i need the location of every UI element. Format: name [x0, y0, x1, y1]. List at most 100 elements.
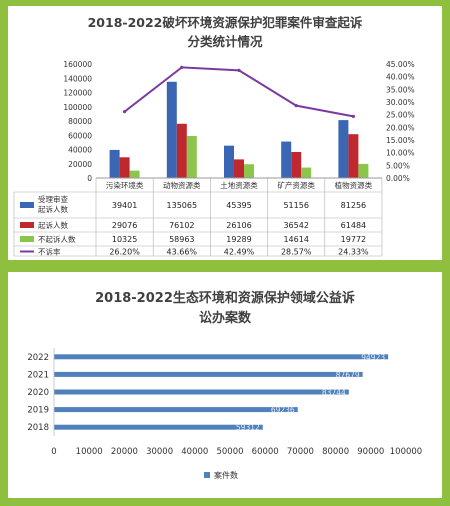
rate-point-1	[180, 65, 184, 69]
category-label: 矿产资源类	[277, 180, 315, 190]
y2-tick-label: 15.00%	[386, 136, 415, 145]
bar2-3	[54, 371, 363, 377]
bar2-2	[54, 389, 349, 395]
chart-subtitle: 分类统计情况	[187, 34, 263, 49]
bar-0-4	[338, 120, 349, 178]
y-tick-label: 120000	[63, 89, 92, 98]
year-label: 2019	[27, 406, 49, 416]
year-label: 2018	[27, 423, 49, 433]
y-tick-label: 20000	[68, 160, 92, 169]
table-cell: 14614	[283, 235, 308, 244]
bar-1-3	[291, 151, 302, 178]
table-cell: 76102	[169, 221, 194, 230]
bar2-value-label: 59312	[236, 423, 260, 432]
y2-tick-label: 0.00%	[386, 174, 410, 183]
y-tick-label: 40000	[68, 146, 92, 155]
table-cell: 36542	[283, 221, 308, 230]
category-label: 动物资源类	[163, 180, 201, 190]
year-label: 2022	[27, 353, 49, 363]
bar-1-1	[176, 123, 187, 178]
y-tick-label: 0	[87, 174, 92, 183]
bar2-1	[54, 407, 298, 413]
table-cell: 19289	[226, 235, 251, 244]
y2-tick-label: 5.00%	[386, 161, 410, 170]
legend-label-accepted-2: 起诉人数	[38, 204, 68, 214]
x-tick-label: 80000	[322, 447, 349, 457]
rate-line	[123, 66, 354, 118]
table-cell: 29076	[112, 221, 137, 230]
table-cell: 43.66%	[167, 248, 198, 257]
chart2-subtitle: 讼办案数	[199, 310, 252, 326]
x-tick-label: 70000	[287, 447, 314, 457]
y2-tick-label: 45.00%	[386, 60, 415, 69]
x-tick-label: 100000	[390, 447, 422, 457]
x-tick-label: 50000	[216, 447, 243, 457]
table-cell: 26106	[226, 221, 251, 230]
bar-2-0	[129, 170, 140, 178]
x-tick-label: 30000	[146, 447, 173, 457]
y2-tick-label: 40.00%	[386, 73, 415, 82]
rate-point-0	[123, 110, 127, 114]
y-tick-label: 140000	[63, 74, 92, 83]
y2-tick-label: 25.00%	[386, 111, 415, 120]
table-cell: 28.57%	[281, 248, 312, 257]
table-cell: 26.20%	[109, 248, 140, 257]
table-cell: 45395	[226, 201, 251, 210]
y-tick-label: 60000	[68, 131, 92, 140]
y-tick-label: 100000	[63, 103, 92, 112]
bar-1-0	[119, 157, 130, 178]
bar-2-1	[186, 135, 197, 178]
year-label: 2020	[27, 388, 49, 398]
x-tick-label: 90000	[357, 447, 384, 457]
table-cell: 39401	[112, 201, 137, 210]
rate-point-3	[294, 104, 298, 108]
table-cell: 42.49%	[224, 248, 255, 257]
bar-0-2	[224, 145, 234, 178]
year-label: 2021	[27, 370, 49, 380]
bar-0-1	[166, 81, 177, 178]
y2-tick-label: 20.00%	[386, 123, 415, 132]
x-tick-label: 0	[51, 447, 56, 457]
y-tick-label: 80000	[68, 117, 92, 126]
legend-label-not-prosecuted: 不起诉人数	[38, 234, 76, 244]
legend2-label: 案件数	[214, 470, 238, 480]
table-cell: 61484	[341, 221, 366, 230]
legend-key-1	[20, 222, 34, 228]
y2-tick-label: 10.00%	[386, 149, 415, 158]
table-cell: 135065	[167, 201, 198, 210]
chart-panel-prosecution: 2018-2022破坏环境资源保护犯罪案件审查起诉 分类统计情况 0 20000 400…	[8, 6, 442, 260]
bar-2-3	[301, 167, 312, 178]
bar2-0	[54, 424, 263, 430]
category-label: 污染环境类	[106, 180, 144, 190]
bar-0-3	[281, 141, 292, 178]
y-tick-label: 160000	[63, 60, 92, 69]
bar2-value-label: 94923	[361, 353, 385, 362]
rate-point-2	[237, 68, 241, 72]
chart-title: 2018-2022破坏环境资源保护犯罪案件审查起诉	[88, 15, 363, 30]
table-cell: 24.33%	[338, 248, 369, 257]
legend2-key	[204, 472, 210, 478]
table-cell: 51156	[283, 201, 308, 210]
table-cell: 10325	[112, 235, 137, 244]
legend-key-2	[20, 236, 34, 242]
chart-panel-public-interest: 2018-2022生态环境和资源保护领域公益诉 讼办案数 59312 2018 6923…	[8, 272, 442, 498]
bar2-value-label: 69236	[271, 406, 295, 415]
y2-tick-label: 35.00%	[386, 85, 415, 94]
table-cell: 81256	[341, 201, 366, 210]
legend-label-accepted-1: 受理审查	[38, 194, 68, 204]
x-tick-label: 20000	[111, 447, 138, 457]
legend-key-0	[20, 202, 34, 208]
bar-1-2	[234, 159, 244, 178]
category-label: 植物资源类	[335, 180, 373, 190]
bar2-value-label: 83744	[322, 388, 346, 397]
bar2-4	[54, 354, 389, 360]
chart2-title: 2018-2022生态环境和资源保护领域公益诉	[95, 290, 355, 306]
rate-point-4	[351, 114, 355, 118]
legend-label-prosecuted: 起诉人数	[38, 220, 68, 230]
table-cell: 19772	[341, 235, 366, 244]
y2-tick-label: 30.00%	[386, 98, 415, 107]
bar-1-4	[348, 134, 359, 178]
bar-2-4	[358, 163, 369, 178]
